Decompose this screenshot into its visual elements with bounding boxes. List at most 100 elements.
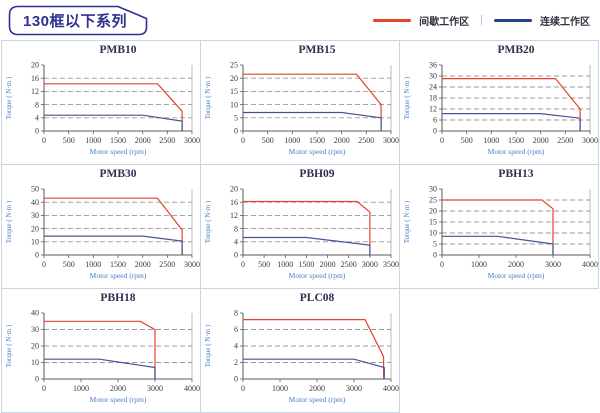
x-tick-label: 1000 (471, 260, 487, 269)
y-tick-label: 36 (429, 61, 437, 70)
x-tick-label: 1500 (309, 136, 325, 145)
y-tick-label: 5 (433, 240, 437, 249)
y-tick-label: 40 (31, 309, 39, 318)
x-tick-label: 3500 (383, 260, 399, 269)
x-tick-label: 2000 (110, 384, 126, 393)
chart-title: PLC08 (299, 292, 335, 304)
x-tick-label: 4000 (184, 384, 200, 393)
y-tick-label: 0 (234, 127, 238, 136)
x-tick-label: 3000 (383, 136, 399, 145)
intermittent-zone-line (44, 320, 156, 379)
chart-cell-PMB10: PMB10 0 4 8 12 16 20 0 500 1000 1500 2000 2500 3000 Mo… (1, 40, 201, 165)
y-tick-label: 24 (429, 83, 437, 92)
x-tick-label: 1500 (110, 260, 126, 269)
y-axis-label: Torque ( N·m ) (5, 324, 13, 367)
chart-title: PMB30 (99, 168, 137, 180)
y-tick-label: 8 (234, 309, 238, 318)
y-tick-label: 6 (234, 325, 238, 334)
x-tick-label: 2000 (135, 260, 151, 269)
legend-separator: | (480, 14, 483, 26)
y-tick-label: 12 (31, 87, 39, 96)
y-axis-label: Torque ( N·m ) (204, 200, 212, 243)
chart-title: PBH18 (100, 292, 136, 304)
chart-title: PBH09 (299, 168, 335, 180)
page-title: 130框以下系列 (22, 13, 128, 30)
x-tick-label: 0 (42, 260, 46, 269)
x-tick-label: 2000 (320, 260, 336, 269)
x-tick-label: 500 (262, 136, 274, 145)
y-tick-label: 15 (230, 87, 238, 96)
x-tick-label: 4000 (383, 384, 399, 393)
x-tick-label: 3000 (362, 260, 378, 269)
charts-grid: PMB10 0 4 8 12 16 20 0 500 1000 1500 2000 2500 3000 Mo… (0, 40, 600, 413)
y-tick-label: 10 (31, 238, 39, 247)
intermittent-zone-line (243, 319, 385, 379)
x-tick-label: 500 (63, 260, 75, 269)
legend: 间歇工作区 | 连续工作区 (373, 11, 590, 29)
y-tick-label: 16 (230, 198, 238, 207)
chart-cell-PBH18: PBH18 0 10 20 30 40 0 1000 2000 3000 4000 Motor spe… (1, 288, 201, 413)
y-tick-label: 50 (31, 185, 39, 194)
y-tick-label: 10 (230, 100, 238, 109)
x-tick-label: 1000 (85, 260, 101, 269)
continuous-zone-line (44, 358, 156, 379)
y-tick-label: 16 (31, 74, 39, 83)
x-axis-label: Motor speed (rpm) (289, 395, 346, 404)
chart-title: PBH13 (498, 168, 534, 180)
y-tick-label: 20 (429, 207, 437, 216)
title-box-outline (8, 5, 148, 36)
x-tick-label: 1000 (85, 136, 101, 145)
y-tick-label: 0 (234, 375, 238, 384)
x-tick-label: 3000 (582, 136, 598, 145)
intermittent-zone-line (243, 200, 371, 255)
chart-cell-PLC08: PLC08 0 2 4 6 8 0 1000 2000 3000 4000 Motor speed (… (200, 288, 400, 413)
y-tick-label: 10 (31, 358, 39, 367)
title-box-border (8, 5, 148, 36)
chart-cell-PMB15: PMB15 0 5 10 15 20 25 0 500 1000 1500 2000 2500 3000 M… (200, 40, 400, 165)
x-tick-label: 0 (42, 136, 46, 145)
x-tick-label: 2500 (358, 136, 374, 145)
y-tick-label: 25 (429, 196, 437, 205)
y-axis-label: Torque ( N·m ) (5, 200, 13, 243)
y-axis-label: Torque ( N·m ) (5, 76, 13, 119)
x-tick-label: 3000 (545, 260, 561, 269)
y-tick-label: 5 (234, 114, 238, 123)
y-axis-label: Torque ( N·m ) (403, 76, 411, 119)
y-tick-label: 4 (234, 342, 238, 351)
x-tick-label: 500 (461, 136, 473, 145)
x-axis-label: Motor speed (rpm) (289, 271, 346, 280)
x-tick-label: 1500 (508, 136, 524, 145)
continuous-zone-line (442, 235, 554, 255)
y-axis-label: Torque ( N·m ) (403, 200, 411, 243)
y-tick-label: 20 (230, 74, 238, 83)
y-axis-label: Torque ( N·m ) (204, 324, 212, 367)
x-tick-label: 2000 (309, 384, 325, 393)
legend-line-continuous-icon (494, 18, 532, 22)
chart-plot: 0 10 20 30 40 0 1000 2000 3000 4000 Motor speed (r… (5, 309, 200, 404)
x-tick-label: 2000 (334, 136, 350, 145)
x-tick-label: 0 (241, 136, 245, 145)
legend-label-intermittent: 间歇工作区 (419, 16, 470, 28)
chart-plot: 0 6 12 18 24 30 36 0 500 1000 1500 2000 2500 3000 Moto… (403, 61, 598, 156)
x-axis-label: Motor speed (rpm) (488, 147, 545, 156)
x-tick-label: 1500 (110, 136, 126, 145)
y-axis-label: Torque ( N·m ) (204, 76, 212, 119)
x-axis-label: Motor speed (rpm) (488, 271, 545, 280)
x-tick-label: 2500 (159, 260, 175, 269)
chart-title: PMB20 (497, 44, 535, 56)
continuous-zone-line (243, 358, 385, 379)
y-tick-label: 8 (35, 100, 39, 109)
y-tick-label: 8 (234, 224, 238, 233)
continuous-zone-line (44, 114, 183, 131)
x-tick-label: 2500 (557, 136, 573, 145)
x-tick-label: 1000 (284, 136, 300, 145)
y-tick-label: 0 (234, 251, 238, 260)
x-axis-label: Motor speed (rpm) (90, 395, 147, 404)
x-tick-label: 2500 (341, 260, 357, 269)
continuous-zone-line (243, 236, 371, 255)
chart-plot: 0 4 8 12 16 20 0 500 1000 1500 2000 2500 3000 3500 Mot… (204, 185, 399, 280)
y-tick-label: 20 (31, 224, 39, 233)
x-tick-label: 2000 (508, 260, 524, 269)
x-tick-label: 0 (440, 260, 444, 269)
